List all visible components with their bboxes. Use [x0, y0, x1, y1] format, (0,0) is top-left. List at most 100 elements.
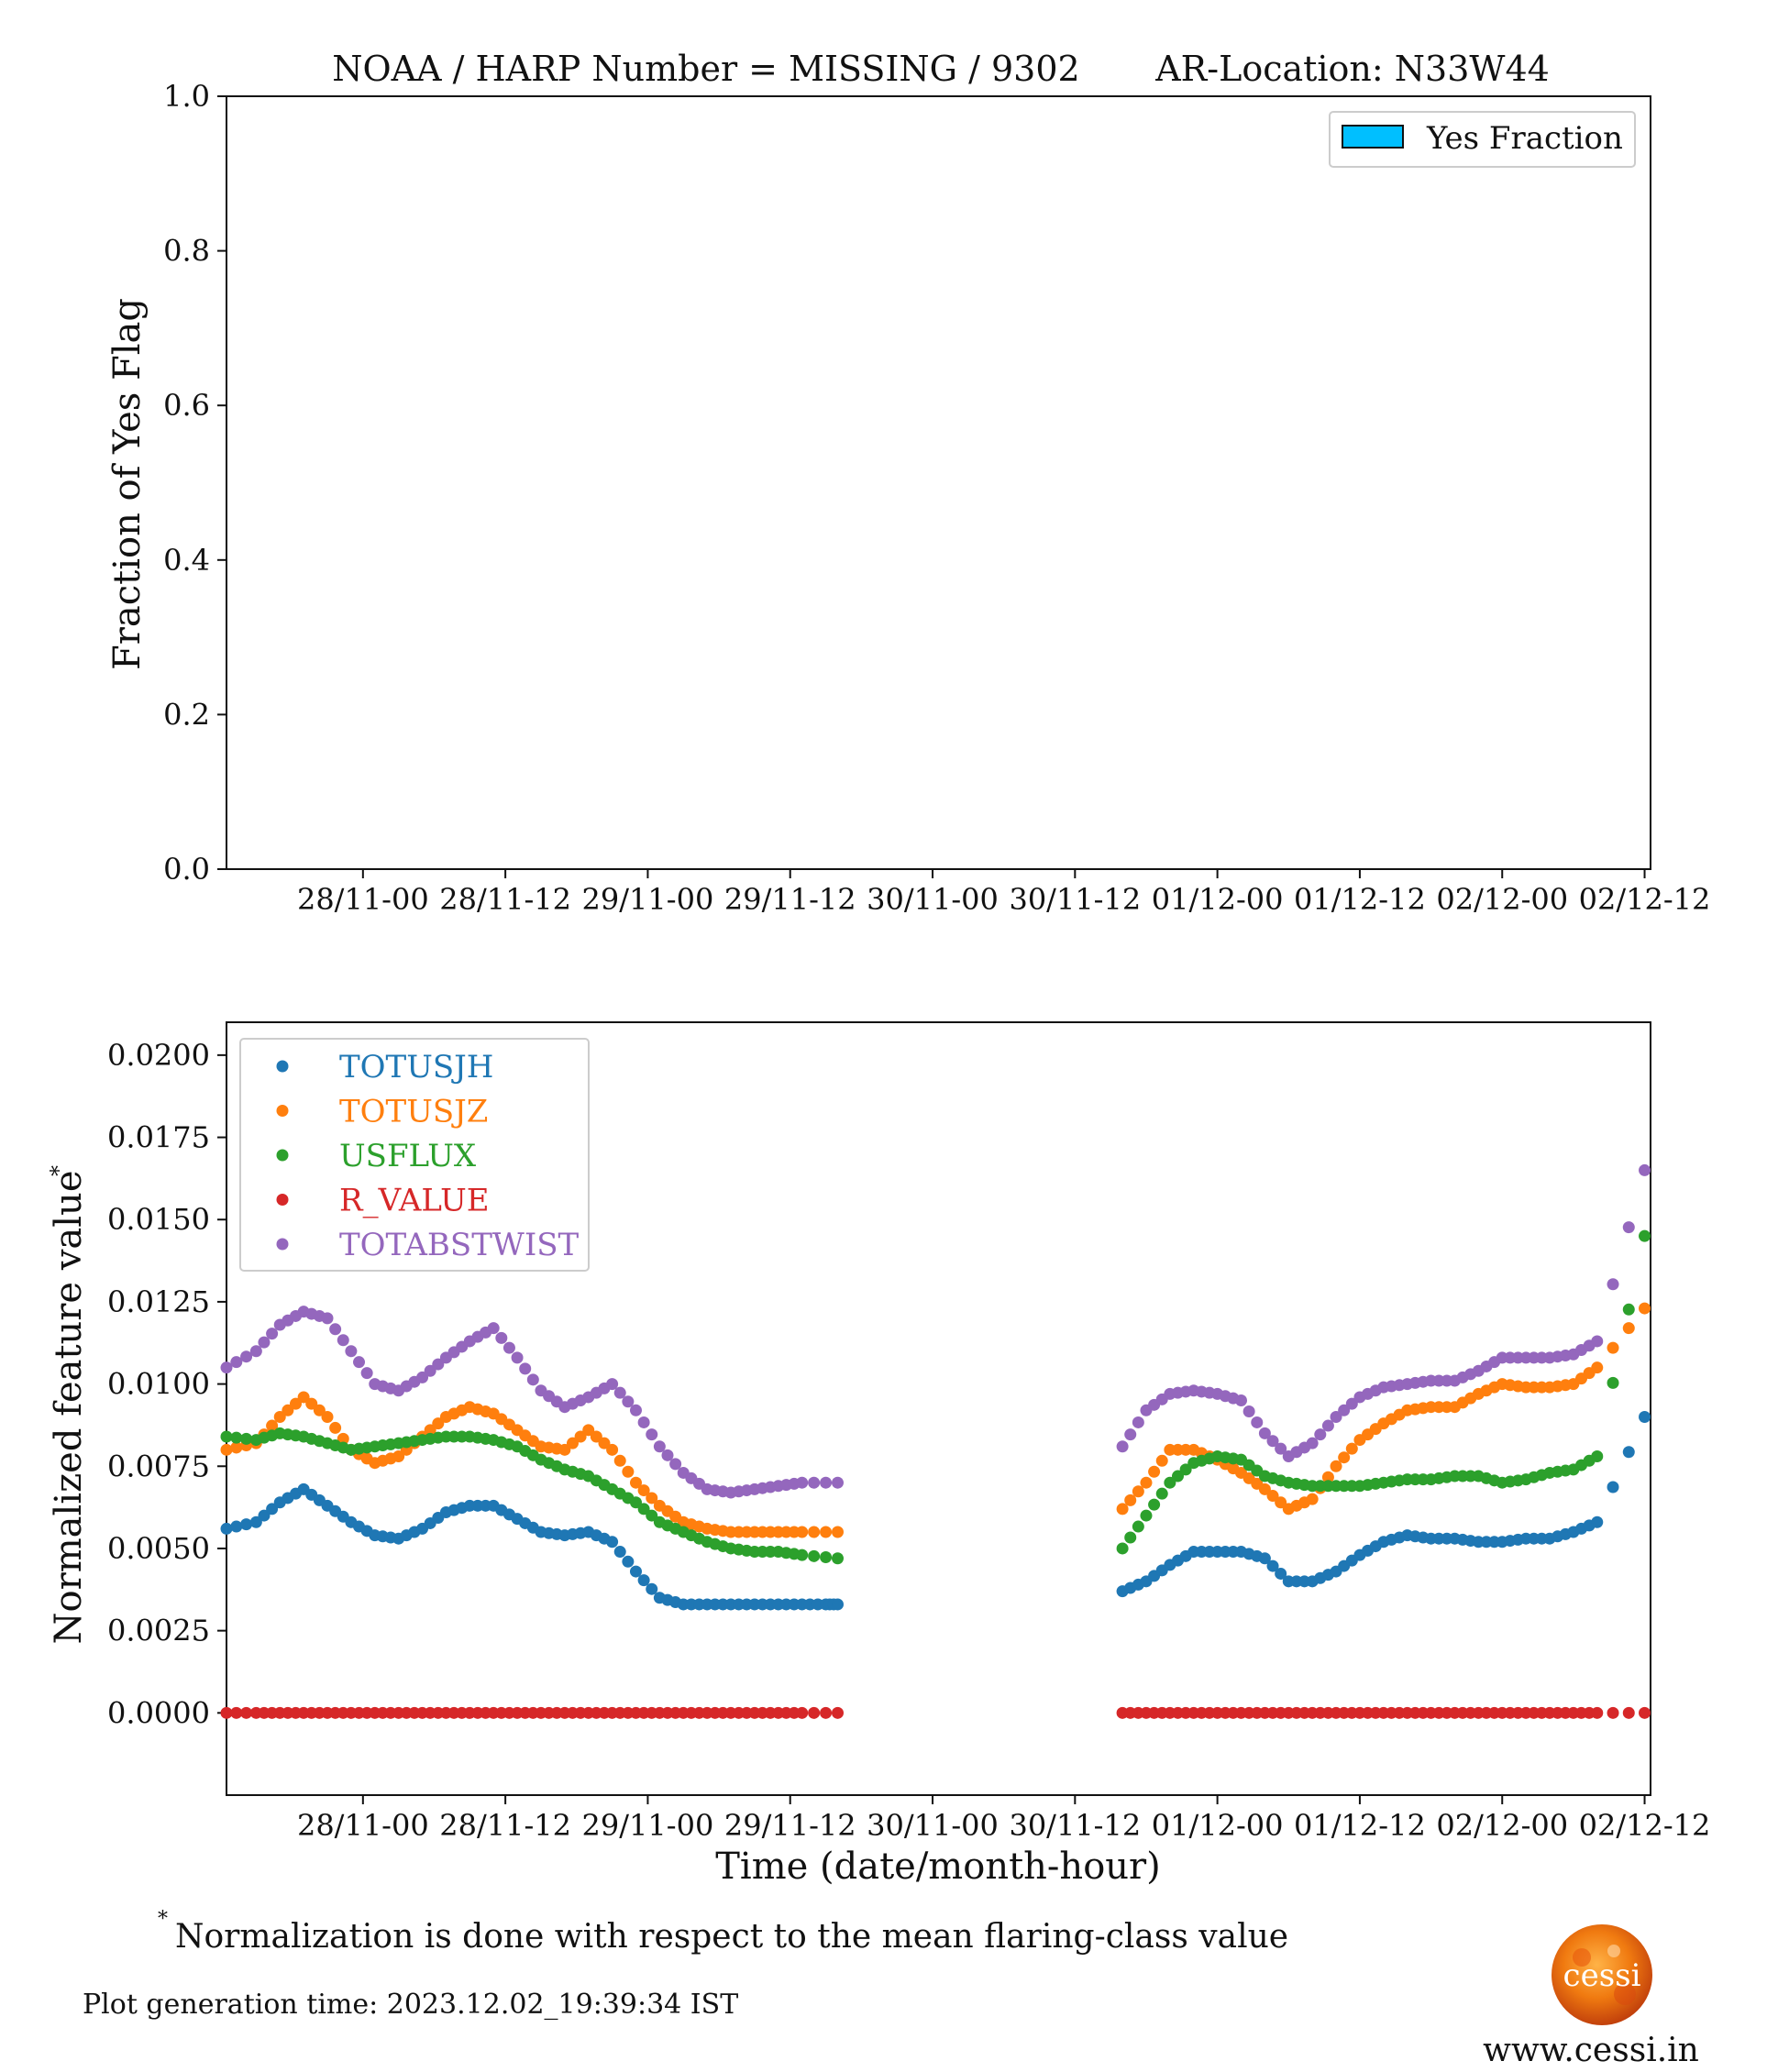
point-totusjz: [831, 1526, 844, 1538]
legend-label: USFLUX: [339, 1138, 477, 1174]
point-r-value: [831, 1706, 844, 1719]
point-totabstwist: [1607, 1278, 1619, 1291]
point-totabstwist: [808, 1476, 821, 1489]
yes-fraction-chart: NOAA / HARP Number = MISSING / 9302 AR-L…: [106, 49, 1710, 917]
x-tick-label: 02/12-00: [1436, 1808, 1568, 1843]
point-totusjz: [1338, 1451, 1351, 1464]
point-r-value: [1639, 1706, 1651, 1719]
point-totusjz: [1321, 1471, 1334, 1483]
point-totusjz: [1591, 1361, 1604, 1374]
point-usflux: [1639, 1229, 1651, 1242]
point-r-value: [820, 1706, 833, 1719]
point-totusjh: [1622, 1446, 1635, 1459]
y-tick-label: 0.0200: [107, 1038, 210, 1073]
bottom-x-axis-label: Time (date/month-hour): [715, 1846, 1161, 1888]
point-usflux: [1140, 1509, 1153, 1522]
point-totabstwist: [230, 1356, 243, 1369]
footnote-asterisk: *: [158, 1908, 168, 1931]
point-totabstwist: [1330, 1410, 1342, 1423]
point-usflux: [1622, 1303, 1635, 1316]
point-totusjz: [1266, 1490, 1279, 1503]
y-tick-label: 0.2: [163, 697, 210, 732]
y-tick-label: 0.0075: [107, 1449, 210, 1483]
x-tick-label: 30/11-00: [867, 882, 999, 917]
generation-time: Plot generation time: 2023.12.02_19:39:3…: [83, 1989, 738, 2021]
point-totusjz: [1330, 1460, 1342, 1472]
top-y-axis-label: Fraction of Yes Flag: [106, 298, 149, 670]
legend-marker: [276, 1105, 289, 1117]
x-tick-label: 29/11-12: [724, 882, 856, 917]
point-totusjz: [574, 1430, 587, 1443]
point-totusjh: [266, 1503, 279, 1515]
point-totusjh: [220, 1522, 233, 1535]
point-totusjz: [1116, 1503, 1129, 1515]
bottom-y-ticks: 0.0000 0.0025 0.0050 0.0075 0.0100 0.0125 0.01…: [107, 1038, 226, 1730]
y-tick-label: 0.8: [163, 234, 210, 269]
point-totusjz: [598, 1437, 611, 1449]
point-totusjh: [230, 1520, 243, 1533]
x-tick-label: 28/11-12: [439, 882, 571, 917]
x-tick-label: 30/11-12: [1009, 882, 1141, 917]
point-totabstwist: [606, 1378, 619, 1391]
point-totabstwist: [1275, 1442, 1287, 1455]
point-totabstwist: [329, 1323, 342, 1336]
point-usflux: [637, 1503, 650, 1515]
point-totusjz: [1124, 1493, 1137, 1506]
sun-texture-icon: [1573, 1948, 1591, 1967]
point-totabstwist: [1258, 1427, 1271, 1439]
top-y-ticks: 0.0 0.2 0.4 0.6 0.8 1.0: [163, 79, 226, 887]
point-totabstwist: [526, 1373, 539, 1386]
point-totusjz: [392, 1450, 405, 1463]
point-totusjz: [820, 1526, 833, 1538]
point-totabstwist: [220, 1361, 233, 1374]
y-tick-label: 0.0000: [107, 1695, 210, 1730]
bottom-y-axis-asterisk: *: [46, 1165, 72, 1176]
point-totusjz: [1639, 1302, 1651, 1315]
point-usflux: [1171, 1470, 1184, 1482]
x-tick-label: 29/11-00: [582, 882, 714, 917]
top-legend-box: [1329, 111, 1636, 168]
point-usflux: [1607, 1376, 1619, 1389]
point-totabstwist: [353, 1356, 366, 1369]
point-usflux: [1155, 1487, 1168, 1500]
legend-marker: [276, 1194, 289, 1206]
x-tick-label: 02/12-12: [1579, 1808, 1711, 1843]
point-r-value: [1607, 1706, 1619, 1719]
point-totabstwist: [1306, 1437, 1319, 1449]
point-totabstwist: [266, 1328, 279, 1340]
point-r-value: [230, 1706, 243, 1719]
point-totabstwist: [424, 1364, 436, 1377]
point-totabstwist: [613, 1386, 626, 1399]
point-usflux: [1179, 1463, 1192, 1476]
point-totusjh: [613, 1546, 626, 1559]
point-totabstwist: [258, 1336, 271, 1349]
x-tick-label: 30/11-00: [867, 1808, 999, 1843]
point-totabstwist: [1345, 1397, 1358, 1410]
legend-marker: [276, 1060, 289, 1073]
point-totusjh: [1607, 1481, 1619, 1493]
bottom-y-axis-label: Normalized feature value *: [46, 1165, 90, 1644]
point-totusjz: [637, 1484, 650, 1497]
point-r-value: [1622, 1706, 1635, 1719]
point-totusjh: [1639, 1410, 1651, 1423]
point-totusjh: [249, 1515, 262, 1528]
point-totabstwist: [820, 1476, 833, 1489]
point-totusjz: [566, 1437, 579, 1449]
point-totusjz: [230, 1441, 243, 1454]
point-usflux: [230, 1431, 243, 1444]
x-tick-label: 01/12-00: [1152, 1808, 1284, 1843]
point-totabstwist: [646, 1428, 658, 1441]
point-totabstwist: [629, 1404, 642, 1416]
point-totabstwist: [661, 1449, 674, 1461]
cessi-logo: cessi: [1552, 1924, 1652, 2025]
website-link[interactable]: www.cessi.in: [1483, 2032, 1699, 2069]
point-usflux: [831, 1552, 844, 1565]
sun-texture-icon: [1614, 1983, 1636, 2005]
point-totusjz: [321, 1410, 334, 1423]
logo-text: cessi: [1563, 1957, 1641, 1994]
point-totabstwist: [1338, 1404, 1351, 1416]
legend-label: TOTUSJH: [339, 1049, 493, 1086]
point-totabstwist: [1251, 1416, 1264, 1428]
chart-title-right: AR-Location: N33W44: [1154, 49, 1550, 89]
point-totabstwist: [502, 1341, 515, 1354]
